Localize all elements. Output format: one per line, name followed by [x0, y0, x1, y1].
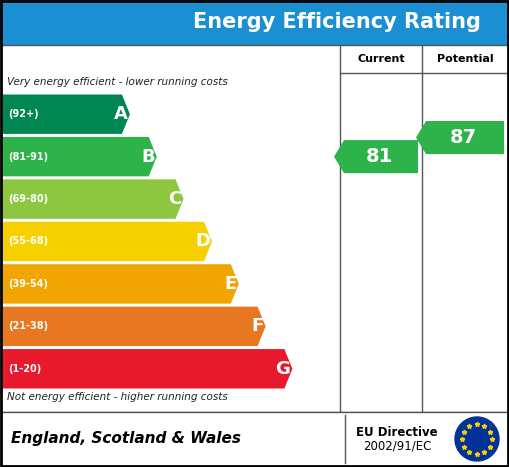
Text: (81-91): (81-91): [8, 152, 48, 162]
Text: (92+): (92+): [8, 109, 39, 119]
Text: EU Directive: EU Directive: [356, 426, 438, 439]
Circle shape: [455, 417, 499, 461]
Text: B: B: [141, 148, 155, 166]
Text: Not energy efficient - higher running costs: Not energy efficient - higher running co…: [7, 392, 228, 402]
Text: (55-68): (55-68): [8, 236, 48, 247]
Polygon shape: [3, 222, 212, 261]
Text: Current: Current: [357, 54, 405, 64]
Polygon shape: [416, 121, 504, 154]
Text: (39-54): (39-54): [8, 279, 48, 289]
Text: England, Scotland & Wales: England, Scotland & Wales: [11, 432, 241, 446]
Text: 81: 81: [365, 147, 392, 166]
Bar: [1, 45, 508, 412]
Polygon shape: [3, 94, 130, 134]
Polygon shape: [3, 179, 184, 219]
Bar: [1, 412, 508, 466]
Text: G: G: [275, 360, 291, 378]
Polygon shape: [3, 307, 266, 346]
Text: F: F: [251, 318, 264, 335]
Bar: [0, 0, 509, 45]
Text: (1-20): (1-20): [8, 364, 41, 374]
Polygon shape: [3, 264, 239, 304]
Text: D: D: [195, 233, 210, 250]
Polygon shape: [3, 349, 292, 389]
Text: Energy Efficiency Rating: Energy Efficiency Rating: [193, 13, 482, 33]
Text: E: E: [224, 275, 237, 293]
Text: Potential: Potential: [437, 54, 493, 64]
Text: (69-80): (69-80): [8, 194, 48, 204]
Polygon shape: [3, 137, 157, 177]
Polygon shape: [334, 140, 418, 173]
Text: 2002/91/EC: 2002/91/EC: [363, 439, 431, 453]
Text: 87: 87: [449, 128, 476, 147]
Text: A: A: [114, 105, 128, 123]
Text: (21-38): (21-38): [8, 321, 48, 332]
Text: Very energy efficient - lower running costs: Very energy efficient - lower running co…: [7, 77, 228, 87]
Text: C: C: [168, 190, 182, 208]
